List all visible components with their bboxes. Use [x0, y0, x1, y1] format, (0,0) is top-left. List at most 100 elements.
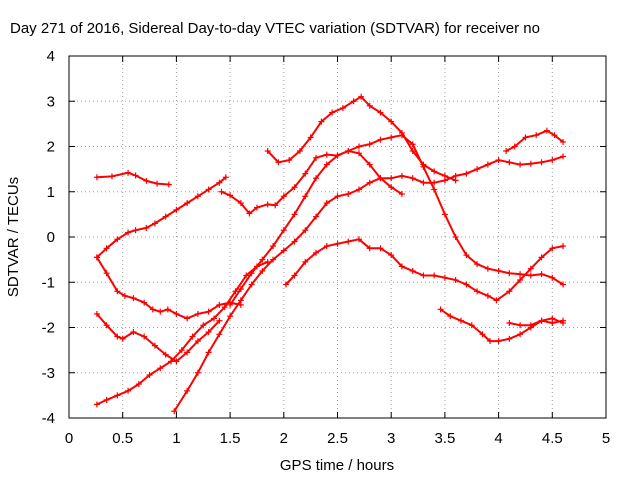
data-point: [151, 220, 158, 227]
series-s8: [218, 132, 567, 288]
data-point: [517, 271, 524, 278]
data-point: [93, 254, 100, 261]
x-tick-label: 4: [494, 430, 502, 447]
data-point: [474, 261, 481, 268]
x-tick-label: 0: [65, 430, 73, 447]
data-point: [329, 109, 336, 116]
data-point: [377, 245, 384, 252]
data-point: [216, 331, 223, 338]
data-point: [275, 159, 282, 166]
data-point: [355, 236, 362, 243]
series-line: [95, 260, 269, 406]
data-point: [143, 224, 150, 231]
data-point: [323, 151, 330, 158]
series-s12: [503, 127, 567, 155]
data-point: [409, 141, 416, 148]
data-point: [135, 381, 142, 388]
series-line: [220, 134, 564, 286]
data-point: [437, 306, 444, 313]
data-point: [495, 267, 502, 274]
data-point: [210, 315, 217, 322]
data-point: [282, 281, 289, 288]
chart-title: Day 271 of 2016, Sidereal Day-to-day VTE…: [10, 20, 540, 37]
data-point: [366, 161, 373, 168]
data-point: [286, 157, 293, 164]
data-point: [441, 274, 448, 281]
data-point: [143, 177, 150, 184]
series-s1: [93, 169, 172, 188]
data-point: [506, 159, 513, 166]
data-point: [431, 272, 438, 279]
data-point: [313, 213, 320, 220]
data-point: [463, 170, 470, 177]
data-point: [377, 109, 384, 116]
y-tick-label: -1: [42, 274, 55, 291]
series-line: [95, 176, 227, 259]
data-point: [280, 193, 287, 200]
data-point: [543, 127, 550, 134]
data-point: [560, 153, 567, 160]
data-point: [377, 136, 384, 143]
data-point: [291, 211, 298, 218]
y-tick-label: -3: [42, 365, 55, 382]
data-point: [184, 349, 191, 356]
data-point: [173, 358, 180, 365]
data-point: [173, 206, 180, 213]
data-point: [149, 306, 156, 313]
data-point: [560, 243, 567, 250]
data-point: [495, 338, 502, 345]
series-s6: [171, 153, 567, 415]
data-point: [125, 387, 132, 394]
data-point: [549, 157, 556, 164]
x-tick-label: 5: [602, 430, 610, 447]
x-tick-label: 0.5: [112, 430, 133, 447]
data-point: [538, 271, 545, 278]
data-point: [103, 245, 110, 252]
data-point: [506, 270, 513, 277]
data-point: [355, 186, 362, 193]
data-point: [334, 240, 341, 247]
data-point: [280, 227, 287, 234]
data-point: [165, 181, 172, 188]
data-point: [388, 184, 395, 191]
data-point: [398, 172, 405, 179]
data-point: [243, 272, 250, 279]
data-point: [533, 132, 540, 139]
data-point: [549, 245, 556, 252]
data-point: [409, 148, 416, 155]
data-point: [511, 143, 518, 150]
x-tick-label: 2: [280, 430, 288, 447]
grid: [69, 56, 606, 418]
data-point: [248, 281, 255, 288]
series-s10: [282, 236, 567, 304]
data-point: [313, 154, 320, 161]
data-point: [323, 161, 330, 168]
data-point: [538, 159, 545, 166]
data-point: [194, 193, 201, 200]
data-point: [259, 256, 266, 263]
data-point: [398, 129, 405, 136]
data-point: [398, 191, 405, 198]
data-point: [291, 272, 298, 279]
data-point: [125, 169, 132, 176]
data-point: [313, 249, 320, 256]
x-tick-label: 2.5: [327, 430, 348, 447]
data-point: [463, 281, 470, 288]
data-point: [323, 243, 330, 250]
data-point: [388, 118, 395, 125]
data-point: [164, 306, 171, 313]
data-point: [222, 174, 229, 181]
data-point: [194, 338, 201, 345]
x-tick-label: 3.5: [434, 430, 455, 447]
data-point: [114, 392, 121, 399]
data-point: [549, 274, 556, 281]
series-s4: [93, 310, 223, 365]
data-point: [388, 175, 395, 182]
data-point: [132, 227, 139, 234]
data-point: [447, 313, 454, 320]
data-point: [173, 310, 180, 317]
data-point: [184, 315, 191, 322]
data-point: [114, 236, 121, 243]
data-point: [168, 358, 175, 365]
data-point: [103, 270, 110, 277]
